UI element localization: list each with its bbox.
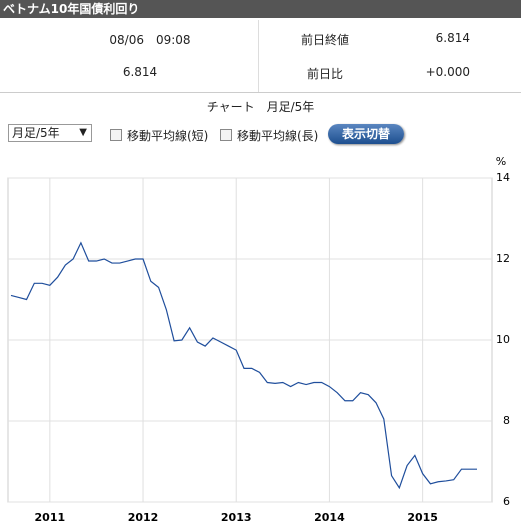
prev-close-label: 前日終値 [300, 33, 349, 47]
ma-short-label: 移動平均線(短) [127, 129, 209, 143]
header-title: ベトナム10年国債利回り [0, 0, 521, 18]
ma-long-checkbox[interactable]: 移動平均線(長) [220, 127, 318, 144]
x-tick-label: 2012 [128, 511, 159, 524]
period-text: 月足/5年 [12, 126, 60, 140]
x-tick-label: 2011 [35, 511, 66, 524]
prev-close: 6.814 [435, 31, 470, 45]
change: +0.000 [425, 65, 470, 79]
y-tick-label: 14 [496, 171, 510, 184]
ma-short-checkbox[interactable]: 移動平均線(短) [110, 127, 208, 144]
ma-long-label: 移動平均線(長) [237, 129, 319, 143]
x-tick-label: 2014 [314, 511, 345, 524]
x-tick-label: 2013 [221, 511, 252, 524]
toggle-button[interactable]: 表示切替 [328, 124, 404, 144]
change-label: 前日比 [306, 67, 343, 81]
y-unit: % [496, 155, 506, 168]
dropdown-arrow: ▼ [79, 127, 87, 138]
chart: % 6 8 10 12 14 2011 2012 2013 2014 2015 [7, 155, 510, 524]
period-select[interactable]: 月足/5年 ▼ [8, 124, 92, 142]
data-line [10, 241, 477, 490]
price: 6.814 [122, 65, 158, 79]
y-tick-label: 6 [503, 495, 510, 508]
y-tick-label: 10 [496, 333, 510, 346]
x-tick-label: 2015 [407, 511, 438, 524]
y-tick-label: 8 [503, 414, 510, 427]
divider [0, 92, 521, 93]
divider [258, 20, 259, 92]
chart-label: チャート 月足/5年 [206, 100, 315, 114]
y-tick-label: 12 [496, 252, 510, 265]
time: 08/06 09:08 [109, 33, 191, 47]
